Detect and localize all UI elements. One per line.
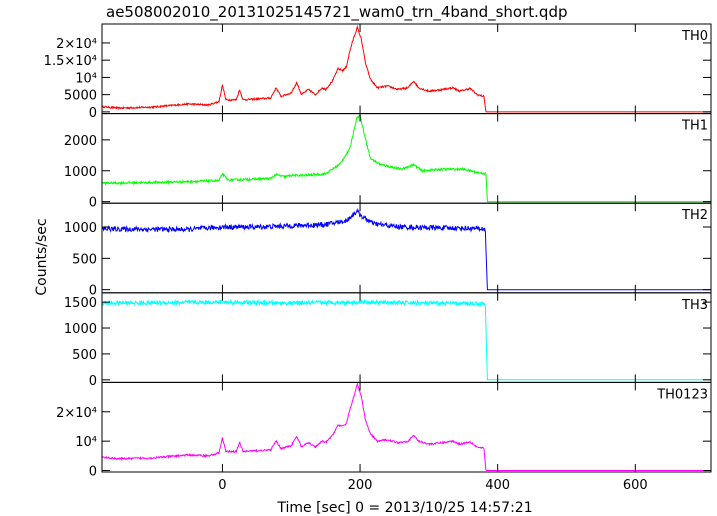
x-tick-label: 600 <box>623 478 648 493</box>
series-line-th2 <box>101 207 711 291</box>
panel-frame <box>101 113 712 204</box>
panel-th0123: 0 10⁴ 2×10⁴ TH0123 <box>56 381 712 480</box>
x-axis-label: Time [sec] 0 = 2013/10/25 14:57:21 <box>276 500 532 516</box>
y-tick-label: 0 <box>89 374 97 389</box>
x-tick-label: 400 <box>485 478 510 493</box>
chart-title: ae508002010_20131025145721_wam0_trn_4ban… <box>106 3 568 22</box>
panel-th2: 0 500 1000 TH2 <box>64 202 712 299</box>
y-tick-label: 0 <box>89 106 97 121</box>
y-tick-label: 5000 <box>64 89 97 104</box>
y-tick-label: 1000 <box>64 165 97 180</box>
series-line-th1 <box>101 114 711 203</box>
panel-label: TH0 <box>681 29 708 44</box>
panel-label: TH0123 <box>656 387 708 402</box>
y-tick-label: 1.5×10⁴ <box>44 54 97 69</box>
x-axis: 0 200 400 600 <box>218 478 647 493</box>
y-tick-label: 0 <box>89 465 97 480</box>
panel-frame <box>101 23 712 115</box>
y-tick-label: 500 <box>72 348 97 363</box>
panel-label: TH3 <box>681 298 708 313</box>
x-tick-label: 200 <box>348 478 373 493</box>
panels: 0500010⁴1.5×10⁴2×10⁴TH0010002000TH105001… <box>44 23 712 480</box>
y-tick-label: 1000 <box>64 322 97 337</box>
x-tick-label: 0 <box>218 478 226 493</box>
y-tick-label: 500 <box>72 252 97 267</box>
panel-frame <box>101 292 712 383</box>
panel-frame <box>101 381 712 473</box>
y-tick-label: 0 <box>89 284 97 299</box>
y-tick-label: 2×10⁴ <box>56 406 97 421</box>
y-axis-label: Counts/sec <box>34 218 50 295</box>
panel-frame <box>101 202 712 294</box>
series-line-th0123 <box>101 382 711 471</box>
panel-th3: 0 500 1000 1500 TH3 <box>64 292 712 389</box>
y-tick-label: 1500 <box>64 296 97 311</box>
series-line-th0 <box>101 24 711 113</box>
y-tick-label: 2000 <box>64 134 97 149</box>
y-tick-label: 1000 <box>64 221 97 236</box>
y-tick-label: 10⁴ <box>75 71 97 86</box>
y-tick-label: 0 <box>89 196 97 211</box>
series-line-th3 <box>101 298 711 381</box>
y-tick-label: 2×10⁴ <box>56 37 97 52</box>
y-tick-label: 10⁴ <box>75 435 97 450</box>
panel-label: TH2 <box>681 208 708 223</box>
panel-label: TH1 <box>681 119 708 134</box>
panel-th1: 0 1000 2000 TH1 <box>64 113 712 211</box>
panel-th0: 0 5000 10⁴ 1.5×10⁴ 2×10⁴ TH0 <box>44 23 712 121</box>
